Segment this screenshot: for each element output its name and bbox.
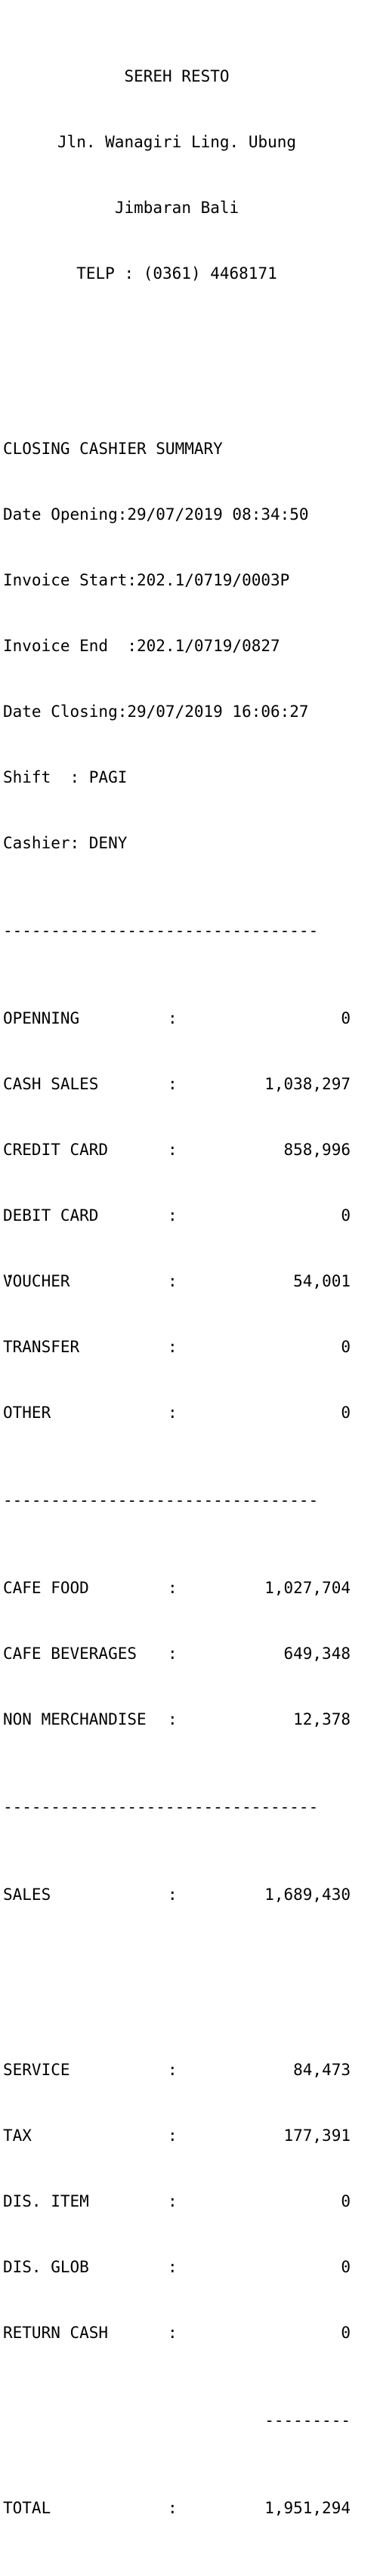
row-label: DIS. GLOB [3, 2258, 89, 2276]
adjustment-row-tax: TAX : 177,391 [3, 2125, 351, 2147]
spacer [3, 1972, 351, 1994]
row-value: 0 [341, 1009, 351, 1027]
payment-row-transfer: TRANSFER : 0 [3, 1336, 351, 1358]
row-label: DEBIT CARD [3, 1206, 99, 1225]
row-value: 0 [341, 2324, 351, 2342]
adjustment-row-service: SERVICE : 84,473 [3, 2059, 351, 2081]
row-label: SALES [3, 1886, 51, 1904]
row-label: TAX [3, 2127, 32, 2145]
date-closing: Date Closing:29/07/2019 16:06:27 [3, 703, 309, 721]
row-colon: : [168, 1645, 178, 1663]
row-label: TOTAL [3, 2499, 51, 2517]
subtotal-rule: --------- [264, 2411, 351, 2429]
store-address-line-1: Jln. Wanagiri Ling. Ubung [57, 133, 297, 151]
row-colon: : [168, 1272, 178, 1290]
row-label: OTHER [3, 1404, 51, 1422]
row-colon: : [168, 2061, 178, 2079]
row-value: 177,391 [283, 2127, 351, 2145]
row-label: CAFE FOOD [3, 1579, 89, 1597]
invoice-start: Invoice Start:202.1/0719/0003P [3, 571, 290, 589]
invoice-end: Invoice End :202.1/0719/0827 [3, 637, 280, 655]
row-colon: : [168, 2127, 178, 2145]
sales-row: SALES : 1,689,430 [3, 1884, 351, 1906]
date-opening: Date Opening:29/07/2019 08:34:50 [3, 505, 309, 524]
row-label: TRANSFER [3, 1338, 80, 1356]
row-value: 1,689,430 [264, 1886, 351, 1904]
cashier-name: Cashier: DENY [3, 834, 128, 852]
row-colon: : [168, 1206, 178, 1225]
spacer [3, 351, 351, 372]
payment-row-cash-sales: CASH SALES : 1,038,297 [3, 1073, 351, 1095]
divider: --------------------------------- [3, 1491, 319, 1509]
row-colon: : [168, 1338, 178, 1356]
row-value: 84,473 [293, 2061, 351, 2079]
row-label: NON MERCHANDISE [3, 1710, 147, 1728]
row-value: 0 [341, 1206, 351, 1225]
row-label: CREDIT CARD [3, 1141, 109, 1159]
divider: --------------------------------- [3, 922, 319, 940]
row-value: 649,348 [283, 1645, 351, 1663]
adjustment-row-dis-glob: DIS. GLOB : 0 [3, 2256, 351, 2278]
category-row-non-merchandise: NON MERCHANDISE : 12,378 [3, 1709, 351, 1731]
row-colon: : [168, 2499, 178, 2517]
end-mark: . [5, 1263, 14, 1281]
category-row-cafe-beverages: CAFE BEVERAGES : 649,348 [3, 1643, 351, 1665]
divider: --------------------------------- [3, 1798, 319, 1816]
total-row: TOTAL : 1,951,294 [3, 2497, 351, 2519]
row-label: DIS. ITEM [3, 2192, 89, 2210]
row-value: 858,996 [283, 1141, 351, 1159]
payment-row-voucher: VOUCHER : 54,001 [3, 1271, 351, 1293]
store-address-line-2: Jimbaran Bali [114, 199, 239, 217]
row-colon: : [168, 1710, 178, 1728]
row-value: 0 [341, 1338, 351, 1356]
adjustment-row-dis-item: DIS. ITEM : 0 [3, 2191, 351, 2213]
row-colon: : [168, 2258, 178, 2276]
row-label: SERVICE [3, 2061, 70, 2079]
receipt: SEREH RESTO Jln. Wanagiri Ling. Ubung Ji… [3, 0, 351, 2576]
row-colon: : [168, 1579, 178, 1597]
row-value: 12,378 [293, 1710, 351, 1728]
row-value: 0 [341, 2192, 351, 2210]
payment-row-credit-card: CREDIT CARD : 858,996 [3, 1139, 351, 1161]
store-name: SEREH RESTO [124, 67, 230, 85]
row-label: CAFE BEVERAGES [3, 1645, 137, 1663]
row-colon: : [168, 1009, 178, 1027]
row-label: RETURN CASH [3, 2324, 109, 2342]
payment-row-other: OTHER : 0 [3, 1402, 351, 1424]
row-colon: : [168, 1075, 178, 1093]
row-label: CASH SALES [3, 1075, 99, 1093]
payment-row-openning: OPENNING : 0 [3, 1008, 351, 1030]
shift: Shift : PAGI [3, 768, 128, 786]
adjustment-row-return-cash: RETURN CASH : 0 [3, 2322, 351, 2344]
row-colon: : [168, 1141, 178, 1159]
row-value: 1,038,297 [264, 1075, 351, 1093]
row-colon: : [168, 2324, 178, 2342]
store-phone: TELP : (0361) 4468171 [76, 264, 277, 283]
row-value: 0 [341, 1404, 351, 1422]
row-colon: : [168, 1886, 178, 1904]
payment-row-debit-card: DEBIT CARD : 0 [3, 1205, 351, 1227]
row-label: VOUCHER [3, 1272, 70, 1290]
row-label: OPENNING [3, 1009, 80, 1027]
row-value: 1,027,704 [264, 1579, 351, 1597]
row-colon: : [168, 2192, 178, 2210]
row-value: 1,951,294 [264, 2499, 351, 2517]
row-value: 54,001 [293, 1272, 351, 1290]
summary-title: CLOSING CASHIER SUMMARY [3, 440, 223, 458]
category-row-cafe-food: CAFE FOOD : 1,027,704 [3, 1577, 351, 1599]
row-colon: : [168, 1404, 178, 1422]
row-value: 0 [341, 2258, 351, 2276]
